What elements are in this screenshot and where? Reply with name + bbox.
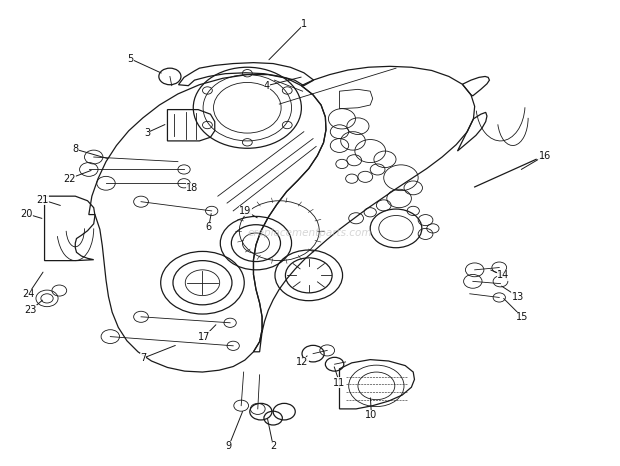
Text: 12: 12 bbox=[296, 357, 309, 367]
Text: 5: 5 bbox=[128, 54, 134, 64]
Text: 15: 15 bbox=[516, 312, 528, 322]
Text: 14: 14 bbox=[497, 270, 510, 281]
Text: 22: 22 bbox=[63, 174, 76, 184]
Text: 13: 13 bbox=[512, 292, 524, 302]
Text: 3: 3 bbox=[144, 128, 150, 137]
Text: 24: 24 bbox=[22, 289, 35, 299]
Text: 16: 16 bbox=[539, 151, 551, 161]
Text: 10: 10 bbox=[365, 410, 378, 420]
Text: 2: 2 bbox=[270, 441, 277, 451]
Text: 19: 19 bbox=[239, 206, 252, 216]
Text: 9: 9 bbox=[226, 441, 232, 451]
Text: 8: 8 bbox=[72, 144, 78, 154]
Text: 23: 23 bbox=[24, 305, 37, 315]
Text: 1: 1 bbox=[301, 20, 307, 29]
Text: 17: 17 bbox=[198, 332, 211, 342]
Text: 7: 7 bbox=[140, 353, 146, 363]
Text: 20: 20 bbox=[20, 209, 32, 219]
Text: 4: 4 bbox=[264, 81, 270, 91]
Text: 6: 6 bbox=[206, 222, 211, 233]
Text: ereplacementparts.com: ereplacementparts.com bbox=[248, 228, 372, 238]
Text: 18: 18 bbox=[186, 183, 198, 193]
Text: 11: 11 bbox=[334, 377, 345, 388]
Text: 21: 21 bbox=[37, 195, 49, 205]
